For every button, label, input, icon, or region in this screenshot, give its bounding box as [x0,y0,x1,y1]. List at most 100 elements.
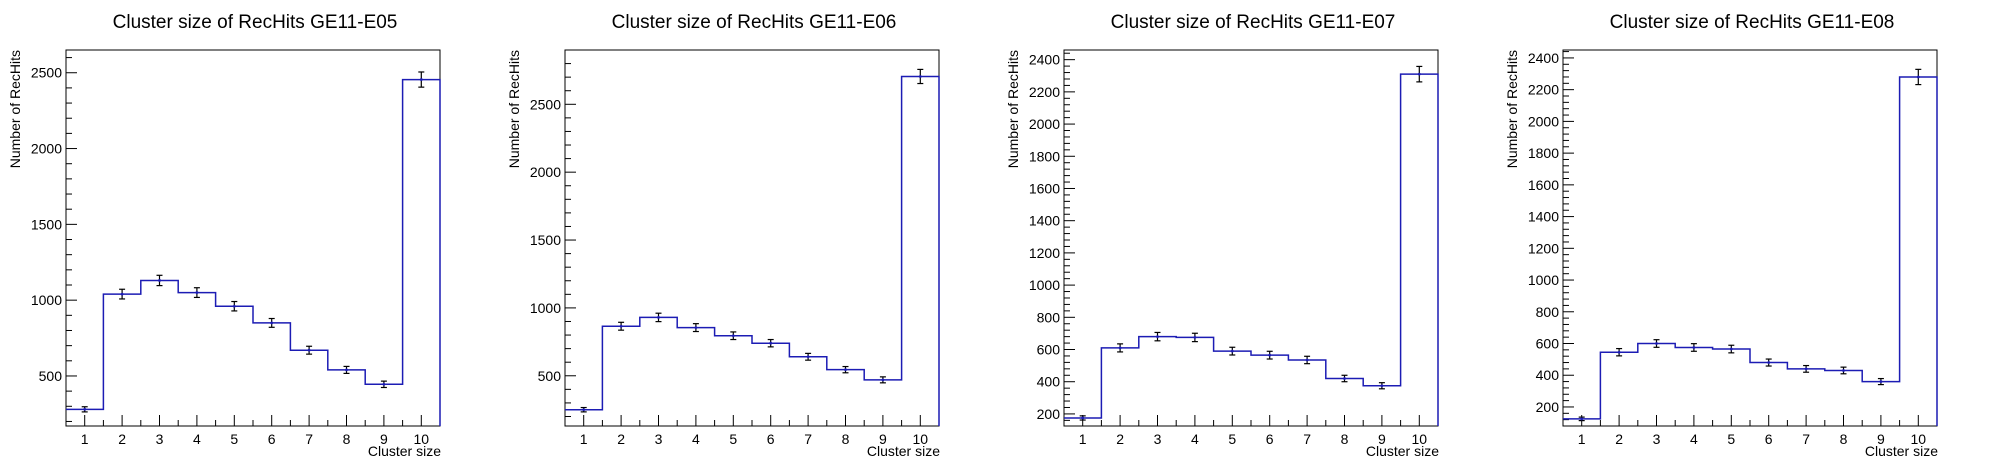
x-axis-label: Cluster size [1865,443,1938,459]
y-axis-label: Number of RecHits [1504,50,1520,168]
chart-panel-e05: Cluster size of RecHits GE11-E05 Number … [0,0,499,472]
y-tick-label: 1600 [1029,180,1060,196]
bin-marker [1343,377,1346,380]
y-tick-label: 600 [1037,342,1061,358]
y-tick-label: 200 [1536,399,1560,415]
y-tick-label: 1400 [1029,213,1060,229]
y-tick-label: 2200 [1029,84,1060,100]
y-tick-label: 2000 [1528,113,1559,129]
y-tick-label: 2000 [530,164,561,180]
bin-marker [1380,384,1384,388]
x-axis-label: Cluster size [368,443,441,459]
x-tick-label: 5 [1228,431,1236,447]
x-tick-label: 4 [1690,431,1698,447]
bin-marker [1617,350,1621,354]
y-tick-label: 1200 [1528,240,1559,256]
bin-marker [232,304,236,308]
bin-marker [769,341,773,345]
y-tick-label: 2500 [31,65,62,81]
y-tick-label: 2400 [1528,50,1559,66]
histogram-outline [66,78,441,426]
x-tick-label: 8 [842,431,850,447]
x-tick-label: 2 [1116,431,1124,447]
y-tick-label: 1800 [1528,145,1559,161]
plot-frame [1063,49,1439,427]
chart-svg: Cluster size of RecHits GE11-E08 Number … [1504,12,1938,459]
x-tick-label: 1 [580,431,588,447]
x-axis-label: Cluster size [867,443,940,459]
x-tick-label: 3 [1154,431,1162,447]
bin-marker [1268,353,1272,357]
x-tick-label: 4 [193,431,201,447]
chart-title: Cluster size of RecHits GE11-E08 [1610,12,1895,33]
bin-marker [881,378,885,382]
x-tick-label: 7 [804,431,812,447]
x-tick-label: 10 [1911,431,1927,447]
bin-marker [1916,75,1920,79]
bin-marker [806,355,810,359]
x-tick-label: 2 [1615,431,1623,447]
x-tick-label: 7 [1303,431,1311,447]
x-tick-label: 2 [617,431,625,447]
x-tick-label: 8 [1341,431,1349,447]
chart-svg: Cluster size of RecHits GE11-E07 Number … [1005,12,1439,459]
x-tick-label: 10 [414,431,430,447]
chart-title: Cluster size of RecHits GE11-E05 [113,12,398,33]
bin-marker [1305,358,1309,362]
y-tick-label: 400 [1037,374,1061,390]
bin-marker [1417,72,1421,76]
bin-marker [419,78,423,81]
plot-frame [1562,49,1938,427]
y-tick-label: 1200 [1029,245,1060,261]
x-axis-label: Cluster size [1366,443,1439,459]
x-tick-label: 1 [81,431,89,447]
y-tick-label: 2200 [1528,82,1559,98]
bin-marker [918,75,922,78]
y-tick-label: 500 [39,368,63,384]
bin-marker [1804,367,1808,371]
x-tick-label: 8 [1840,431,1848,447]
x-tick-label: 5 [1727,431,1735,447]
histogram-outline [1064,73,1439,426]
chart-title: Cluster size of RecHits GE11-E06 [612,12,897,33]
bin-marker [345,368,348,372]
y-tick-label: 1500 [530,232,561,248]
chart-svg: Cluster size of RecHits GE11-E05 Number … [7,12,441,459]
x-tick-label: 6 [268,431,276,447]
y-tick-label: 1000 [530,300,561,316]
y-tick-label: 1000 [31,292,62,308]
bin-marker [1729,347,1733,351]
chart-svg: Cluster size of RecHits GE11-E06 Number … [506,12,940,459]
x-tick-label: 3 [156,431,164,447]
x-tick-label: 1 [1578,431,1586,447]
bin-marker [657,316,660,319]
y-tick-label: 1000 [1029,277,1060,293]
y-tick-label: 2000 [31,141,62,157]
bin-marker [1580,417,1584,421]
y-tick-label: 400 [1536,367,1560,383]
x-tick-label: 10 [1412,431,1428,447]
plot-frame [65,49,441,427]
x-tick-label: 6 [1765,431,1773,447]
y-tick-label: 1600 [1528,177,1559,193]
x-tick-label: 9 [1378,431,1386,447]
y-tick-label: 2000 [1029,116,1060,132]
y-tick-label: 800 [1037,309,1061,325]
chart-panel-e07: Cluster size of RecHits GE11-E07 Number … [998,0,1497,472]
y-tick-label: 2400 [1029,52,1060,68]
bin-marker [270,321,274,325]
chart-panel-e08: Cluster size of RecHits GE11-E08 Number … [1497,0,1996,472]
x-tick-label: 3 [1653,431,1661,447]
bin-marker [844,368,847,372]
x-tick-label: 7 [305,431,313,447]
chart-panel-e06: Cluster size of RecHits GE11-E06 Number … [499,0,998,472]
x-tick-label: 3 [655,431,663,447]
x-tick-label: 2 [118,431,126,447]
y-tick-label: 1800 [1029,148,1060,164]
x-tick-label: 9 [1877,431,1885,447]
x-tick-label: 8 [343,431,351,447]
y-axis-label: Number of RecHits [1005,50,1021,168]
x-tick-label: 9 [380,431,388,447]
y-tick-label: 1400 [1528,209,1559,225]
